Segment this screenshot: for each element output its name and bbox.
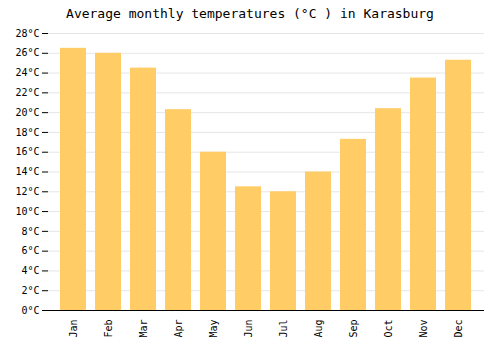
- svg-text:Jan: Jan: [68, 320, 79, 338]
- svg-text:2°C: 2°C: [21, 285, 39, 296]
- svg-text:22°C: 22°C: [15, 87, 39, 98]
- svg-text:18°C: 18°C: [15, 127, 39, 138]
- svg-text:Jul: Jul: [278, 320, 289, 338]
- svg-text:Nov: Nov: [418, 320, 429, 338]
- svg-text:Apr: Apr: [173, 320, 184, 338]
- svg-text:14°C: 14°C: [15, 166, 39, 177]
- svg-text:0°C: 0°C: [21, 305, 39, 316]
- svg-text:6°C: 6°C: [21, 245, 39, 256]
- svg-text:May: May: [208, 320, 219, 338]
- svg-text:12°C: 12°C: [15, 186, 39, 197]
- svg-text:Aug: Aug: [313, 320, 324, 338]
- svg-text:Mar: Mar: [138, 320, 149, 338]
- svg-text:16°C: 16°C: [15, 146, 39, 157]
- html-text:Average monthly temperatures (: Average monthly temperatures (°C ) in Ka…: [66, 6, 434, 21]
- svg-text:Jun: Jun: [243, 320, 254, 338]
- svg-text:24°C: 24°C: [15, 67, 39, 78]
- svg-text:28°C: 28°C: [15, 28, 39, 39]
- svg-text:Dec: Dec: [453, 320, 464, 338]
- svg-text:4°C: 4°C: [21, 265, 39, 276]
- svg-text:10°C: 10°C: [15, 206, 39, 217]
- svg-text:Feb: Feb: [103, 320, 114, 338]
- svg-text:Oct: Oct: [383, 320, 394, 338]
- svg-text:8°C: 8°C: [21, 226, 39, 237]
- svg-text:Sep: Sep: [348, 320, 359, 338]
- svg-text:20°C: 20°C: [15, 107, 39, 118]
- svg-text:26°C: 26°C: [15, 47, 39, 58]
